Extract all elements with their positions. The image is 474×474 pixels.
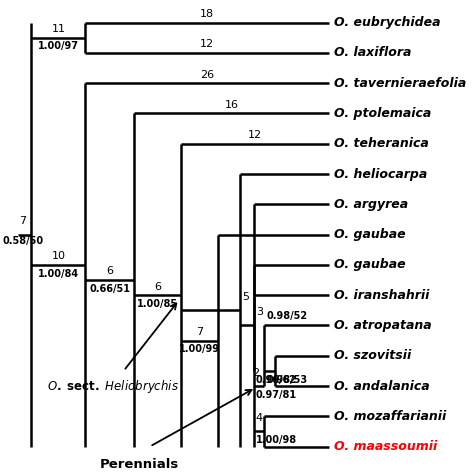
Text: 0.98/52: 0.98/52	[266, 311, 307, 321]
Text: 1.00/85: 1.00/85	[137, 299, 178, 309]
Text: 5: 5	[242, 292, 249, 302]
Text: 26: 26	[200, 70, 214, 80]
Text: O. gaubae: O. gaubae	[334, 258, 406, 272]
Text: $\mathbf{\mathit{O}}$$\mathbf{.\ sect.\ }$$\mathbf{\mathit{Heliobrychis}}$: $\mathbf{\mathit{O}}$$\mathbf{.\ sect.\ …	[47, 377, 179, 394]
Text: 16: 16	[224, 100, 238, 110]
Text: 10: 10	[52, 251, 65, 261]
Text: O. argyrea: O. argyrea	[334, 198, 408, 211]
Text: O. gaubae: O. gaubae	[334, 228, 406, 241]
Text: O. andalanica: O. andalanica	[334, 380, 429, 392]
Text: 1.00/97: 1.00/97	[38, 41, 79, 51]
Text: 1.00/84: 1.00/84	[38, 268, 79, 279]
Text: 0.58/50: 0.58/50	[2, 236, 43, 246]
Text: 1.00/98: 1.00/98	[256, 435, 297, 445]
Text: 4: 4	[256, 413, 263, 423]
Text: O. iranshahrii: O. iranshahrii	[334, 289, 429, 301]
Text: O. laxiflora: O. laxiflora	[334, 46, 411, 59]
Text: 6: 6	[154, 282, 161, 292]
Text: 1.00/99: 1.00/99	[179, 344, 220, 354]
Text: O. szovitsii: O. szovitsii	[334, 349, 411, 362]
Text: 0.66/51: 0.66/51	[89, 283, 130, 294]
Text: 12: 12	[248, 130, 262, 140]
Text: O. heliocarpa: O. heliocarpa	[334, 167, 427, 181]
Text: O. tavernieraefolia: O. tavernieraefolia	[334, 77, 466, 90]
Text: O. mozaffarianii: O. mozaffarianii	[334, 410, 446, 423]
Text: Perennials: Perennials	[100, 458, 179, 471]
Text: O. eubrychidea: O. eubrychidea	[334, 16, 440, 29]
Text: 0.98/53: 0.98/53	[266, 374, 307, 384]
Text: 3: 3	[256, 307, 263, 317]
Text: O. atropatana: O. atropatana	[334, 319, 432, 332]
Text: 18: 18	[200, 9, 214, 19]
Text: O. teheranica: O. teheranica	[334, 137, 429, 150]
Text: 12: 12	[200, 39, 214, 49]
Text: 11: 11	[52, 24, 65, 34]
Text: 6: 6	[106, 266, 113, 276]
Text: 2: 2	[252, 368, 259, 378]
Text: 0.97/81: 0.97/81	[256, 390, 297, 400]
Text: O. maassoumii: O. maassoumii	[334, 440, 437, 453]
Text: 7: 7	[196, 327, 203, 337]
Text: O. ptolemaica: O. ptolemaica	[334, 107, 431, 120]
Text: 7: 7	[19, 216, 27, 226]
Text: 0.96/62: 0.96/62	[256, 374, 297, 384]
